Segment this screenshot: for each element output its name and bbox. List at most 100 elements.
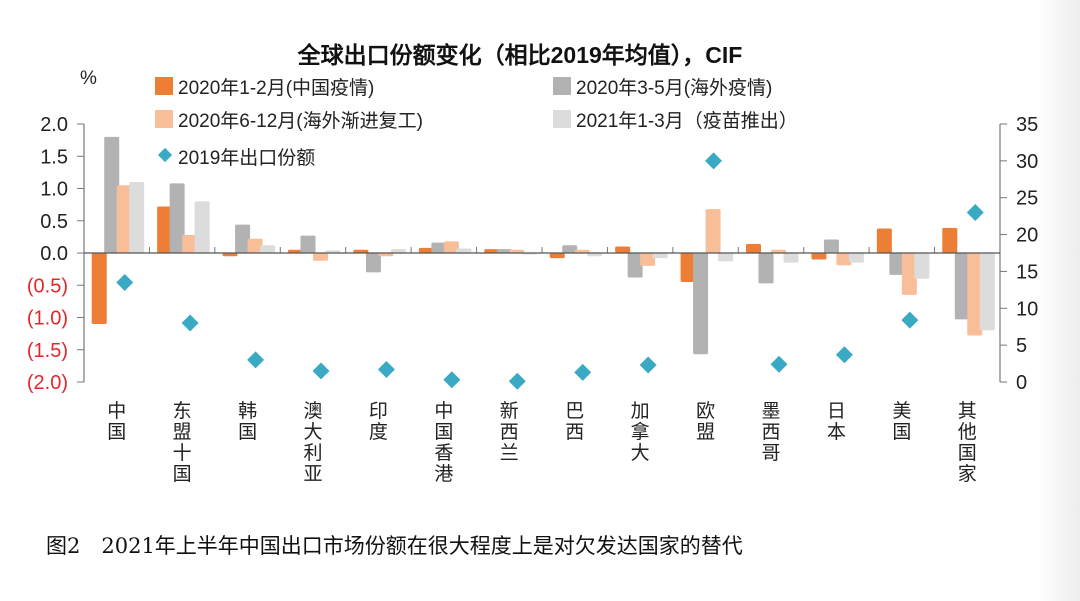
bar-墨西哥-series-1 — [746, 243, 761, 253]
scatter-point-韩国 — [247, 351, 265, 369]
bar-欧盟-series-1 — [680, 253, 696, 283]
category-label-char-加拿大: 大 — [631, 442, 650, 464]
category-label-char-东盟十国: 十 — [173, 442, 192, 464]
bar-中国香港-series-2 — [431, 242, 447, 253]
category-label-char-中国香港: 港 — [434, 463, 453, 485]
bar-中国香港-series-3 — [443, 241, 459, 253]
scatter-point-墨西哥 — [770, 355, 788, 373]
category-label-char-澳大利亚: 澳 — [303, 400, 322, 422]
category-label-char-墨西哥: 西 — [761, 422, 780, 443]
bar-加拿大-series-4 — [652, 253, 668, 259]
bar-韩国-series-3 — [247, 238, 263, 253]
left-tick-label: (0.5) — [27, 275, 68, 297]
right-tick-label: 0 — [1016, 372, 1027, 394]
figure-caption: 图2 2021年上半年中国出口市场份额在很大程度上是对欠发达国家的替代 — [46, 534, 743, 558]
left-tick-label: 1.5 — [40, 146, 68, 168]
bar-墨西哥-series-4 — [783, 253, 799, 263]
category-label-char-韩国: 国 — [238, 422, 257, 443]
category-label-char-新西兰: 兰 — [500, 442, 519, 464]
page-edge-shadow — [1038, 0, 1080, 601]
left-tick-label: (2.0) — [27, 372, 68, 394]
scatter-point-澳大利亚 — [312, 362, 330, 380]
bar-新西兰-series-3 — [509, 249, 525, 253]
scatter-point-印度 — [377, 360, 395, 378]
left-tick-label: (1.5) — [27, 340, 68, 362]
category-label-char-澳大利亚: 亚 — [303, 464, 322, 485]
legend-label-scatter: 2019年出口份额 — [178, 147, 315, 169]
scatter-point-美国 — [901, 311, 919, 329]
category-label-char-加拿大: 拿 — [631, 420, 650, 443]
category-label-char-澳大利亚: 利 — [303, 442, 322, 464]
bar-加拿大-series-2 — [627, 253, 643, 278]
right-tick-label: 5 — [1016, 335, 1027, 357]
scatter-point-其他国家 — [966, 203, 984, 221]
bar-中国-series-2 — [104, 136, 120, 253]
bar-中国-series-4 — [129, 182, 145, 253]
bar-印度-series-4 — [390, 249, 406, 253]
bar-美国-series-3 — [901, 253, 917, 295]
right-tick-label: 20 — [1016, 225, 1038, 247]
category-label-char-新西兰: 西 — [500, 422, 519, 443]
category-label-char-巴西: 西 — [565, 422, 584, 443]
category-label-char-日本: 日 — [827, 401, 846, 422]
legend-label-4: 2021年1-3月（疫苗推出） — [576, 110, 798, 132]
chart-title: 全球出口份额变化（相比2019年均值），CIF — [297, 42, 743, 68]
bar-欧盟-series-3 — [705, 209, 721, 253]
bar-东盟十国-series-1 — [157, 206, 173, 253]
bar-澳大利亚-series-4 — [325, 250, 341, 253]
category-label-char-印度: 度 — [369, 421, 388, 443]
category-label-char-美国: 美 — [892, 400, 911, 422]
bar-加拿大-series-1 — [615, 246, 631, 253]
bar-韩国-series-4 — [260, 245, 276, 253]
category-label-char-中国: 国 — [107, 422, 126, 443]
right-tick-label: 15 — [1016, 261, 1038, 283]
legend-label-2: 2020年3-5月(海外疫情) — [576, 77, 772, 99]
legend-swatch-1 — [155, 77, 173, 95]
bar-巴西-series-1 — [549, 253, 565, 259]
category-label-char-欧盟: 欧 — [696, 400, 715, 422]
left-tick-label: (1.0) — [27, 308, 68, 330]
right-tick-label: 25 — [1016, 188, 1038, 210]
category-label-char-巴西: 巴 — [565, 401, 584, 422]
bar-东盟十国-series-4 — [194, 201, 210, 253]
category-label-char-欧盟: 盟 — [696, 422, 715, 443]
category-label-char-中国: 中 — [107, 400, 126, 422]
legend-label-3: 2020年6-12月(海外渐进复工) — [178, 110, 423, 132]
bar-澳大利亚-series-2 — [300, 235, 316, 253]
left-tick-label: 2.0 — [40, 114, 68, 136]
bar-新西兰-series-2 — [496, 249, 512, 253]
bar-墨西哥-series-3 — [771, 249, 786, 253]
scatter-point-加拿大 — [639, 356, 657, 374]
category-label-char-东盟十国: 国 — [173, 464, 192, 485]
scatter-point-日本 — [835, 346, 853, 364]
bar-印度-series-3 — [378, 253, 394, 257]
legend-label-1: 2020年1-2月(中国疫情) — [178, 77, 374, 99]
bar-美国-series-4 — [914, 253, 930, 279]
bar-日本-series-4 — [848, 253, 864, 263]
category-label-char-中国香港: 国 — [434, 422, 453, 443]
bar-印度-series-2 — [365, 253, 381, 273]
bar-巴西-series-2 — [562, 245, 578, 253]
category-label-char-印度: 印 — [369, 400, 388, 422]
category-label-char-澳大利亚: 大 — [303, 421, 322, 443]
scatter-point-新西兰 — [508, 372, 526, 390]
scatter-point-巴西 — [574, 363, 592, 381]
bar-美国-series-2 — [889, 253, 905, 275]
bar-日本-series-1 — [811, 253, 827, 260]
right-tick-label: 10 — [1016, 298, 1038, 320]
category-label-char-其他国家: 其 — [958, 400, 977, 422]
bar-其他国家-series-4 — [979, 253, 995, 331]
bar-中国香港-series-4 — [456, 248, 472, 253]
bar-中国香港-series-1 — [418, 247, 434, 253]
bar-韩国-series-1 — [222, 253, 238, 257]
bar-欧盟-series-2 — [693, 253, 709, 355]
bar-巴西-series-4 — [587, 253, 603, 257]
bar-澳大利亚-series-3 — [313, 253, 328, 261]
bar-韩国-series-2 — [235, 224, 251, 253]
bar-其他国家-series-2 — [954, 253, 970, 320]
category-label-char-美国: 国 — [892, 422, 911, 443]
category-label-char-日本: 本 — [827, 421, 846, 443]
left-tick-label: 0.0 — [40, 243, 68, 265]
category-label-char-中国香港: 香 — [434, 442, 453, 464]
